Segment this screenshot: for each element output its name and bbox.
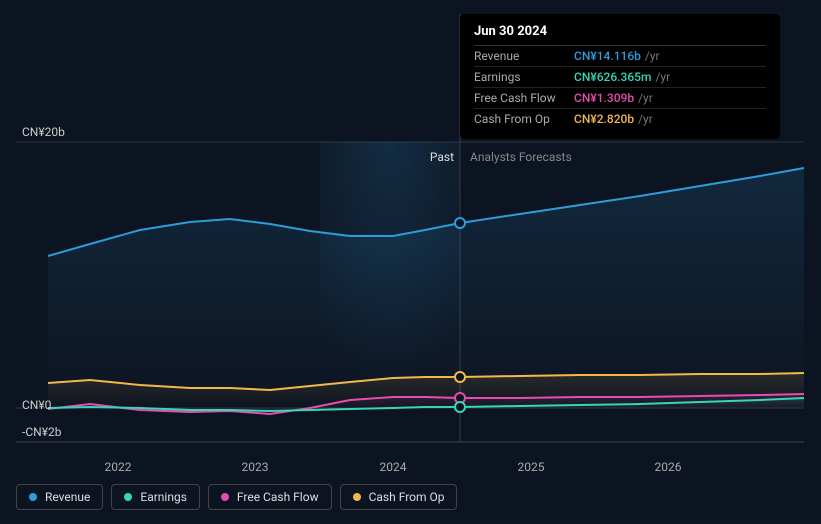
- tooltip-row-label: Earnings: [474, 70, 574, 84]
- tooltip-date: Jun 30 2024: [474, 24, 766, 46]
- tooltip-row-value: CN¥2.820b: [574, 112, 634, 126]
- tooltip-row-suffix: /yr: [638, 112, 653, 126]
- legend-dot-icon: [353, 493, 361, 501]
- legend-label: Earnings: [140, 490, 187, 504]
- chart-legend: Revenue Earnings Free Cash Flow Cash From O…: [16, 484, 457, 510]
- legend-label: Revenue: [45, 490, 90, 504]
- legend-label: Cash From Op: [369, 490, 445, 504]
- y-tick-label: -CN¥2b: [22, 425, 61, 439]
- tooltip-row-value: CN¥626.365m: [574, 70, 651, 84]
- tooltip-row-label: Free Cash Flow: [474, 91, 574, 105]
- x-tick-label: 2026: [655, 460, 682, 474]
- legend-item-earnings[interactable]: Earnings: [111, 484, 200, 510]
- legend-item-fcf[interactable]: Free Cash Flow: [208, 484, 332, 510]
- legend-item-revenue[interactable]: Revenue: [16, 484, 103, 510]
- tooltip-row: Free Cash FlowCN¥1.309b/yr: [474, 88, 766, 109]
- y-tick-label: CN¥0: [22, 398, 51, 412]
- marker: [455, 218, 465, 228]
- chart-tooltip: Jun 30 2024 RevenueCN¥14.116b/yrEarnings…: [460, 14, 780, 139]
- legend-dot-icon: [124, 493, 132, 501]
- tooltip-row-label: Cash From Op: [474, 112, 574, 126]
- tooltip-row-suffix: /yr: [638, 91, 653, 105]
- marker: [455, 372, 465, 382]
- past-label: Past: [430, 150, 454, 164]
- legend-dot-icon: [221, 493, 229, 501]
- x-tick-label: 2024: [380, 460, 407, 474]
- tooltip-row: RevenueCN¥14.116b/yr: [474, 46, 766, 67]
- x-tick-label: 2022: [105, 460, 132, 474]
- tooltip-row-label: Revenue: [474, 49, 574, 63]
- tooltip-row-value: CN¥14.116b: [574, 49, 641, 63]
- marker: [455, 402, 465, 412]
- tooltip-row: EarningsCN¥626.365m/yr: [474, 67, 766, 88]
- legend-label: Free Cash Flow: [237, 490, 319, 504]
- tooltip-row-value: CN¥1.309b: [574, 91, 634, 105]
- x-tick-label: 2023: [242, 460, 269, 474]
- x-tick-label: 2025: [518, 460, 545, 474]
- tooltip-row-suffix: /yr: [655, 70, 670, 84]
- y-tick-label: CN¥20b: [22, 125, 65, 139]
- tooltip-row-suffix: /yr: [645, 49, 660, 63]
- legend-dot-icon: [29, 493, 37, 501]
- tooltip-row: Cash From OpCN¥2.820b/yr: [474, 109, 766, 129]
- legend-item-cfo[interactable]: Cash From Op: [340, 484, 458, 510]
- forecast-label: Analysts Forecasts: [470, 150, 572, 164]
